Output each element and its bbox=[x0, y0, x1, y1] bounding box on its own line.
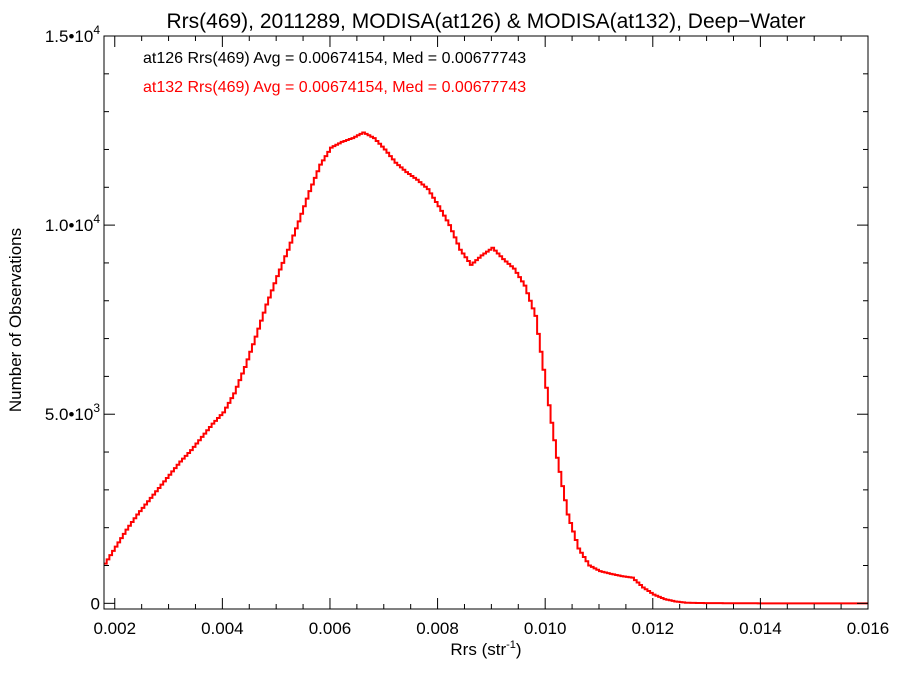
y-tick-mantissa: 5.0•10 bbox=[45, 405, 94, 424]
y-tick-label: 1.0•104 bbox=[45, 212, 101, 235]
legend-entry: at132 Rrs(469) Avg = 0.00674154, Med = 0… bbox=[143, 79, 526, 96]
legend-entry: at126 Rrs(469) Avg = 0.00674154, Med = 0… bbox=[143, 50, 526, 67]
y-tick-mantissa: 0 bbox=[91, 594, 100, 613]
legend: at126 Rrs(469) Avg = 0.00674154, Med = 0… bbox=[143, 50, 526, 96]
plot-frame bbox=[103, 35, 869, 610]
x-tick-label: 0.010 bbox=[524, 619, 567, 638]
x-tick-label: 0.006 bbox=[309, 619, 352, 638]
x-tick-label: 0.004 bbox=[201, 619, 244, 638]
x-axis: 0.002 0.004 0.006 0.008 0.010 0.012 0.014 0.016 bbox=[93, 36, 889, 638]
y-tick-exponent: 4 bbox=[93, 212, 100, 226]
x-axis-label-main: Rrs (str bbox=[450, 640, 506, 659]
x-axis-label-superscript: -1 bbox=[506, 639, 516, 651]
chart-title: Rrs(469), 2011289, MODISA(at126) & MODIS… bbox=[166, 10, 805, 33]
series-line bbox=[104, 131, 868, 605]
x-axis-label-end: ) bbox=[516, 640, 522, 659]
data-layer bbox=[104, 131, 868, 605]
x-axis-label: Rrs (str-1) bbox=[450, 639, 521, 659]
y-tick-exponent: 3 bbox=[93, 401, 100, 415]
y-tick-mantissa: 1.5•10 bbox=[45, 27, 94, 46]
x-tick-label: 0.014 bbox=[739, 619, 782, 638]
y-axis-label: Number of Observations bbox=[6, 228, 25, 412]
x-tick-label: 0.012 bbox=[632, 619, 675, 638]
y-tick-exponent: 4 bbox=[93, 23, 100, 37]
x-tick-label: 0.016 bbox=[847, 619, 890, 638]
y-tick-label: 0 bbox=[91, 594, 100, 613]
y-tick-mantissa: 1.0•10 bbox=[45, 216, 94, 235]
x-tick-label: 0.008 bbox=[416, 619, 459, 638]
y-tick-label: 5.0•103 bbox=[45, 401, 101, 424]
x-tick-label: 0.002 bbox=[93, 619, 136, 638]
y-tick-label: 1.5•104 bbox=[45, 23, 101, 46]
